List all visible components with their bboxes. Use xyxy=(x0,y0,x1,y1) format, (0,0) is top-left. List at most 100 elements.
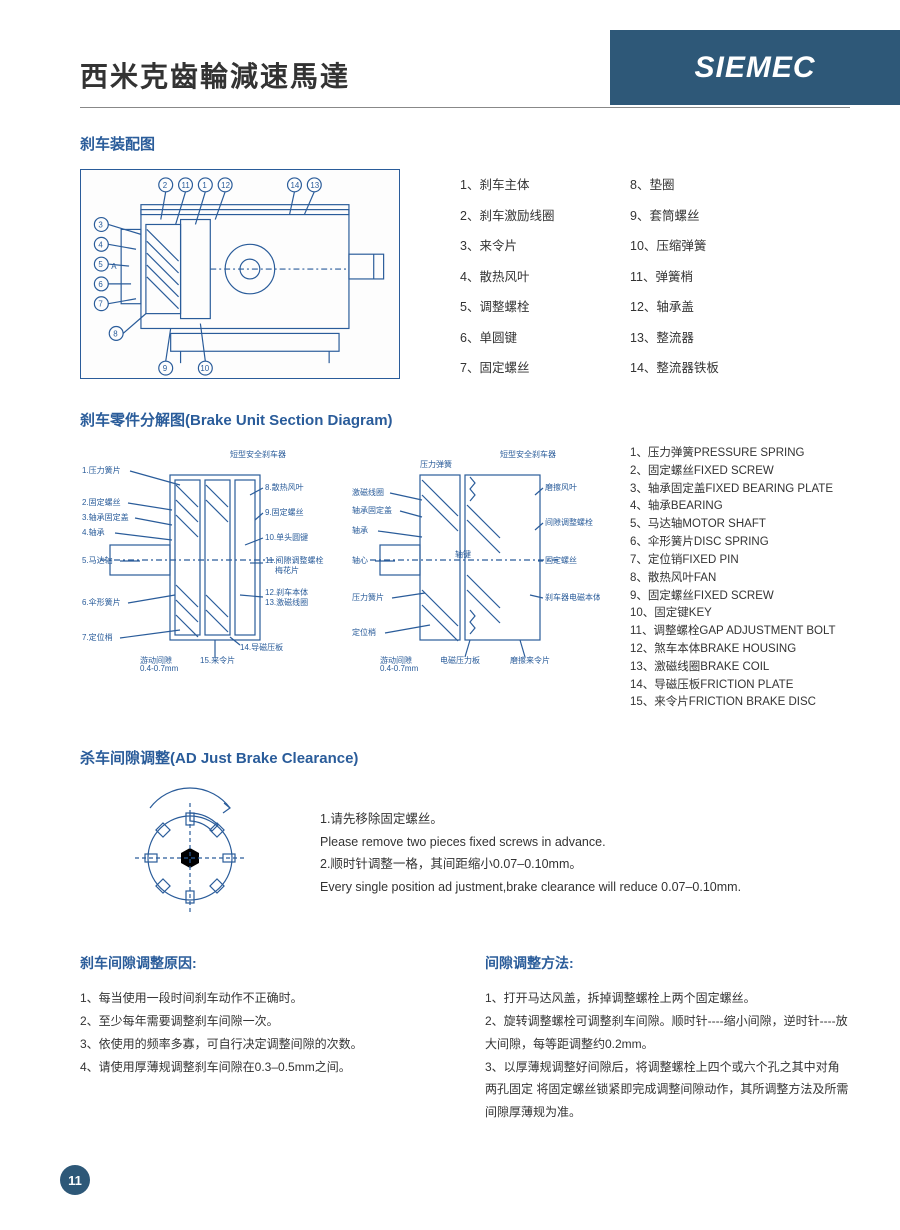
section4-right-title: 间隙调整方法: xyxy=(485,953,850,973)
svg-text:刹车器电磁本体: 刹车器电磁本体 xyxy=(545,592,600,602)
svg-text:6.伞形簧片: 6.伞形簧片 xyxy=(82,597,121,607)
part-item: 14、整流器铁板 xyxy=(630,357,770,379)
section1-title: 刹车装配图 xyxy=(80,133,850,154)
part-item: 7、固定螺丝 xyxy=(460,357,600,379)
part-item: 8、散热风叶FAN xyxy=(630,570,836,588)
svg-text:12: 12 xyxy=(221,181,230,190)
part-item: 1、压力弹簧PRESSURE SPRING xyxy=(630,445,836,463)
svg-text:2: 2 xyxy=(163,181,167,190)
list-item: 1、打开马达风盖，拆掉调整螺栓上两个固定螺丝。 xyxy=(485,987,850,1010)
svg-text:3.轴承固定盖: 3.轴承固定盖 xyxy=(82,512,129,522)
svg-text:磨擦风叶: 磨擦风叶 xyxy=(545,482,577,492)
clearance-cog-diagram xyxy=(120,783,260,923)
list-item: 4、请使用厚薄规调整刹车间隙在0.3–0.5mm之间。 xyxy=(80,1056,445,1079)
svg-text:4.轴承: 4.轴承 xyxy=(82,527,105,537)
svg-text:短型安全刹车器: 短型安全刹车器 xyxy=(500,449,556,459)
svg-text:14.导磁压板: 14.导磁压板 xyxy=(240,642,283,652)
svg-text:10.单头圆键: 10.单头圆键 xyxy=(265,532,308,542)
parts-list-2: 1、压力弹簧PRESSURE SPRING 2、固定螺丝FIXED SCREW … xyxy=(630,445,836,712)
svg-text:梅花片: 梅花片 xyxy=(275,565,299,575)
method-list: 1、打开马达风盖，拆掉调整螺栓上两个固定螺丝。 2、旋转调整螺栓可调整刹车间隙。… xyxy=(485,987,850,1124)
section-diagram-b: 短型安全刹车器 压力弹簧 xyxy=(350,445,600,675)
part-item: 10、固定键KEY xyxy=(630,605,836,623)
svg-text:11: 11 xyxy=(182,181,191,190)
svg-text:A: A xyxy=(111,262,117,271)
svg-text:3: 3 xyxy=(98,220,103,229)
instr-line: Please remove two pieces fixed screws in… xyxy=(320,831,850,854)
part-item: 5、马达轴MOTOR SHAFT xyxy=(630,516,836,534)
instr-line: Every single position ad justment,brake … xyxy=(320,876,850,899)
svg-text:8: 8 xyxy=(113,329,118,338)
list-item: 3、以厚薄规调整好间隙后，将调整螺栓上四个或六个孔之其中对角两孔固定 将固定螺丝… xyxy=(485,1056,850,1124)
svg-text:9: 9 xyxy=(163,364,168,373)
section4-left-title: 刹车间隙调整原因: xyxy=(80,953,445,973)
list-item: 1、每当使用一段时间刹车动作不正确时。 xyxy=(80,987,445,1010)
svg-text:12.刹车本体: 12.刹车本体 xyxy=(265,587,308,597)
instr-line: 1.请先移除固定螺丝。 xyxy=(320,808,850,831)
part-item: 11、调整螺栓GAP ADJUSTMENT BOLT xyxy=(630,623,836,641)
svg-text:5: 5 xyxy=(98,260,103,269)
svg-text:13.激磁线圈: 13.激磁线圈 xyxy=(265,597,308,607)
svg-text:7: 7 xyxy=(98,300,102,309)
svg-text:9.固定螺丝: 9.固定螺丝 xyxy=(265,507,304,517)
part-item: 15、来令片FRICTION BRAKE DISC xyxy=(630,694,836,712)
svg-text:10: 10 xyxy=(200,364,209,373)
list-item: 2、至少每年需要调整刹车间隙一次。 xyxy=(80,1010,445,1033)
svg-text:轴承固定盖: 轴承固定盖 xyxy=(352,505,392,515)
part-item: 3、来令片 xyxy=(460,235,600,257)
brand-text: SIEMEC xyxy=(694,51,815,85)
list-item: 3、依使用的频率多寡，可自行决定调整间隙的次数。 xyxy=(80,1033,445,1056)
instr-line: 2.顺时针调整一格，其间距缩小0.07–0.10mm。 xyxy=(320,853,850,876)
section2-title: 刹车零件分解图(Brake Unit Section Diagram) xyxy=(80,409,850,430)
page-number: 11 xyxy=(60,1165,90,1195)
part-item: 6、单圆键 xyxy=(460,327,600,349)
part-item: 8、垫圈 xyxy=(630,174,770,196)
svg-text:7.定位梢: 7.定位梢 xyxy=(82,632,113,642)
header-rule xyxy=(80,107,850,108)
diag-a-title: 短型安全刹车器 xyxy=(230,449,286,459)
section3-title: 杀车间隙调整(AD Just Brake Clearance) xyxy=(80,747,850,768)
svg-text:6: 6 xyxy=(98,280,103,289)
svg-text:2.固定螺丝: 2.固定螺丝 xyxy=(82,497,121,507)
part-item: 2、固定螺丝FIXED SCREW xyxy=(630,463,836,481)
part-item: 7、定位销FIXED PIN xyxy=(630,552,836,570)
svg-text:11.间隙调整螺栓: 11.间隙调整螺栓 xyxy=(265,555,324,565)
reason-list: 1、每当使用一段时间刹车动作不正确时。 2、至少每年需要调整刹车间隙一次。 3、… xyxy=(80,987,445,1078)
part-item: 13、整流器 xyxy=(630,327,770,349)
part-item: 13、激磁线圈BRAKE COIL xyxy=(630,659,836,677)
parts-grid-1: 1、刹车主体 8、垫圈 2、刹车激励线圈 9、套筒螺丝 3、来令片 10、压缩弹… xyxy=(460,169,770,379)
svg-text:固定螺丝: 固定螺丝 xyxy=(545,555,577,565)
svg-text:5.马达轴: 5.马达轴 xyxy=(82,555,113,565)
svg-text:压力弹簧: 压力弹簧 xyxy=(420,459,452,469)
svg-text:间隙调整螺栓: 间隙调整螺栓 xyxy=(545,517,593,527)
brand-banner: SIEMEC xyxy=(610,30,900,105)
svg-text:1: 1 xyxy=(202,181,207,190)
svg-text:定位梢: 定位梢 xyxy=(352,627,376,637)
part-item: 5、调整螺栓 xyxy=(460,296,600,318)
svg-text:电磁压力板: 电磁压力板 xyxy=(440,655,480,665)
svg-text:磨擦来令片: 磨擦来令片 xyxy=(510,655,550,665)
svg-text:1.压力簧片: 1.压力簧片 xyxy=(82,465,121,475)
part-item: 6、伞形簧片DISC SPRING xyxy=(630,534,836,552)
svg-text:0.4-0.7mm: 0.4-0.7mm xyxy=(380,664,419,673)
svg-text:0.4-0.7mm: 0.4-0.7mm xyxy=(140,664,179,673)
svg-text:15.来令片: 15.来令片 xyxy=(200,655,235,665)
svg-text:轴心: 轴心 xyxy=(352,555,368,565)
svg-text:4: 4 xyxy=(98,240,103,249)
part-item: 10、压缩弹簧 xyxy=(630,235,770,257)
svg-text:14: 14 xyxy=(291,181,300,190)
clearance-instructions: 1.请先移除固定螺丝。 Please remove two pieces fix… xyxy=(320,808,850,898)
svg-text:8.散热风叶: 8.散热风叶 xyxy=(265,482,304,492)
part-item: 4、轴承BEARING xyxy=(630,498,836,516)
svg-text:压力簧片: 压力簧片 xyxy=(352,592,384,602)
list-item: 2、旋转调整螺栓可调整刹车间隙。顺时针----缩小间隙，逆时针----放 大间隙… xyxy=(485,1010,850,1056)
svg-text:轴承: 轴承 xyxy=(352,525,368,535)
part-item: 14、导磁压板FRICTION PLATE xyxy=(630,677,836,695)
assembly-diagram: 2 11 1 12 14 13 3 4 5 xyxy=(80,169,400,379)
part-item: 12、煞车本体BRAKE HOUSING xyxy=(630,641,836,659)
part-item: 3、轴承固定盖FIXED BEARING PLATE xyxy=(630,481,836,499)
section-diagram-a: 短型安全刹车器 xyxy=(80,445,330,675)
part-item: 9、固定螺丝FIXED SCREW xyxy=(630,588,836,606)
part-item: 11、弹簧梢 xyxy=(630,266,770,288)
part-item: 12、轴承盖 xyxy=(630,296,770,318)
